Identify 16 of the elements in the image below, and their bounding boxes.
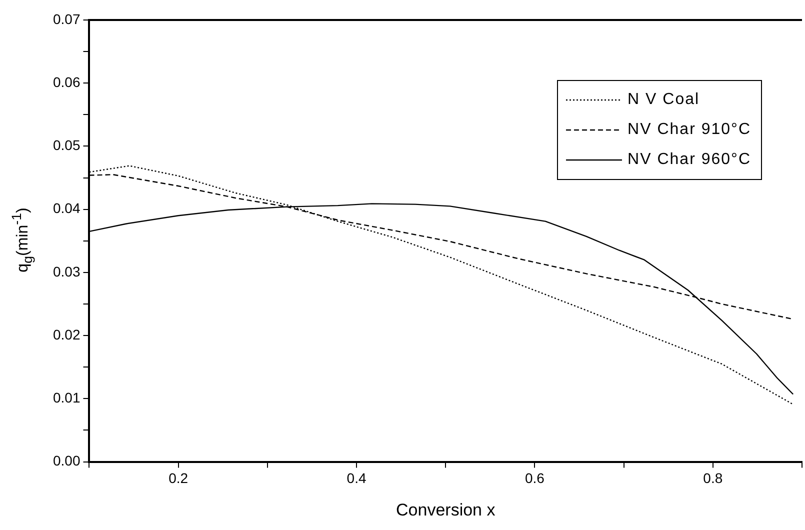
x-tick-label: 0.8: [703, 470, 723, 486]
y-tick-label: 0.03: [53, 263, 80, 280]
x-tick-label: 0.2: [168, 470, 188, 486]
y-tick-label: 0.04: [53, 200, 80, 216]
y-tick-label: 0.07: [53, 10, 80, 27]
x-tick-label: 0.4: [346, 470, 366, 486]
legend-label: N V Coal: [628, 91, 700, 109]
y-tick-label: 0.06: [53, 74, 80, 90]
legend-label: NV Char 910°C: [628, 121, 751, 139]
text: 0.00: [53, 452, 80, 469]
y-tick-label: 0.01: [53, 390, 80, 406]
legend-label: NV Char 960°C: [628, 151, 751, 169]
y-tick-label: 0.05: [53, 137, 80, 154]
x-axis-title: Conversion x: [396, 500, 496, 520]
x-tick-label: 0.6: [524, 470, 545, 486]
y-tick-label: 0.02: [53, 326, 80, 342]
